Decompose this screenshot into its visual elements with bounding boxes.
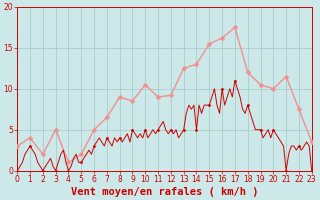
X-axis label: Vent moyen/en rafales ( km/h ): Vent moyen/en rafales ( km/h ) [71,187,258,197]
